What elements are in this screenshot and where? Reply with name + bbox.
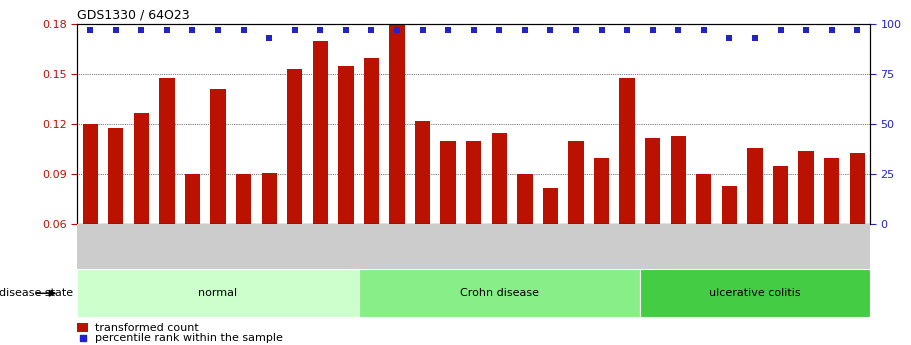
Bar (824, 158, 839, 324)
Point (313, 27, 328, 33)
Bar (83, 124, 97, 324)
Bar (492, 132, 507, 324)
Bar (696, 174, 711, 324)
Text: Crohn disease: Crohn disease (460, 288, 538, 298)
Point (824, 27, 839, 33)
Bar (363, 58, 379, 324)
Bar (77, 269, 359, 317)
Point (492, 27, 507, 33)
Bar (773, 166, 788, 324)
Bar (415, 121, 430, 324)
Point (83, 27, 97, 33)
Bar (568, 141, 584, 324)
Point (773, 27, 788, 33)
Bar (312, 41, 328, 324)
Bar (134, 112, 149, 324)
Bar (645, 138, 660, 324)
Point (441, 27, 456, 33)
Point (619, 27, 634, 33)
Point (568, 27, 583, 33)
Text: disease state: disease state (0, 288, 73, 298)
Point (850, 27, 865, 33)
Bar (594, 158, 609, 324)
Bar (517, 174, 533, 324)
Point (185, 27, 200, 33)
Point (236, 27, 251, 33)
Point (671, 27, 686, 33)
Point (645, 27, 660, 33)
Bar (210, 89, 226, 324)
Bar (338, 66, 353, 324)
Point (543, 27, 558, 33)
Bar (619, 78, 635, 324)
Bar (77, 323, 87, 332)
Point (697, 27, 711, 33)
Bar (850, 152, 865, 324)
Text: ulcerative colitis: ulcerative colitis (709, 288, 801, 298)
Point (210, 27, 225, 33)
Point (134, 27, 148, 33)
Bar (261, 172, 277, 324)
Bar (747, 148, 763, 324)
Point (466, 27, 481, 33)
Bar (543, 188, 558, 324)
Bar (159, 78, 175, 324)
Point (339, 27, 353, 33)
Bar (108, 128, 124, 324)
Bar (798, 151, 814, 324)
Point (517, 27, 532, 33)
Point (261, 36, 276, 41)
Bar (466, 141, 481, 324)
Bar (441, 141, 456, 324)
Point (748, 36, 763, 41)
Point (415, 27, 430, 33)
Bar (670, 136, 686, 324)
Bar (287, 69, 302, 324)
Bar (722, 186, 737, 324)
Point (390, 27, 404, 33)
Point (722, 36, 737, 41)
Bar (640, 269, 870, 317)
Text: transformed count: transformed count (95, 323, 199, 333)
Point (288, 27, 302, 33)
Text: GDS1330 / 64O23: GDS1330 / 64O23 (77, 9, 190, 22)
Point (799, 27, 814, 33)
Bar (359, 269, 640, 317)
Point (108, 27, 123, 33)
Bar (389, 19, 404, 324)
Point (159, 27, 174, 33)
Point (364, 27, 379, 33)
Bar (185, 174, 200, 324)
Text: normal: normal (199, 288, 238, 298)
Point (517, 269, 531, 274)
Text: percentile rank within the sample: percentile rank within the sample (95, 333, 282, 343)
Bar (236, 174, 251, 324)
Point (594, 27, 609, 33)
